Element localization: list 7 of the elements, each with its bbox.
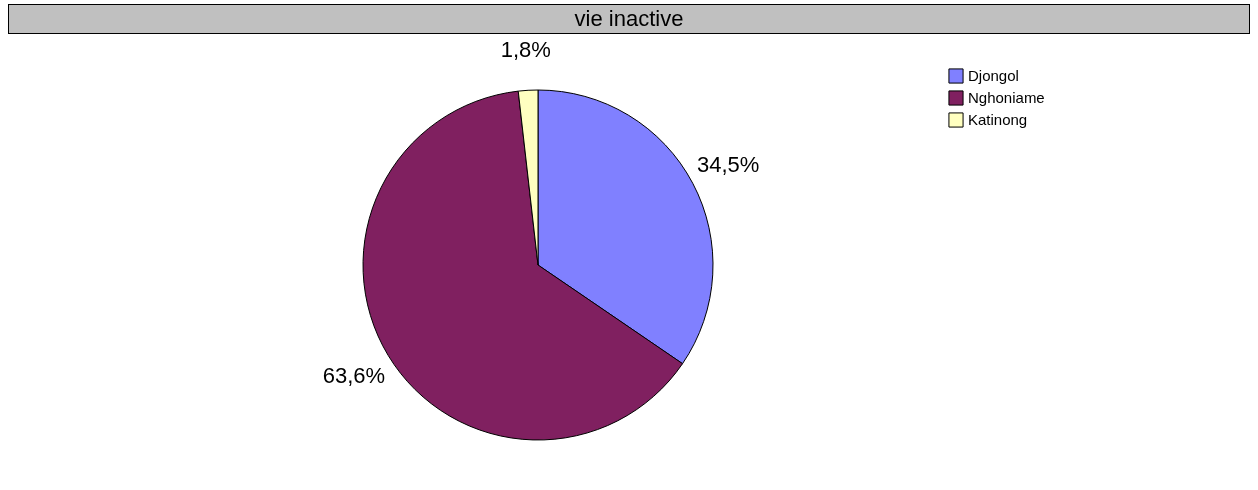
data-label: 34,5% (696, 151, 760, 177)
legend-label: Nghoniame (968, 89, 1045, 106)
legend-label: Katinong (968, 111, 1028, 128)
legend-label: Djongol (968, 67, 1019, 84)
data-label: 63,6% (322, 362, 386, 388)
chart-title: vie inactive (8, 4, 1250, 34)
data-label: 1,8% (500, 37, 551, 63)
